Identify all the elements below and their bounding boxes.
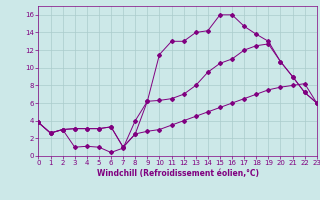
X-axis label: Windchill (Refroidissement éolien,°C): Windchill (Refroidissement éolien,°C) <box>97 169 259 178</box>
